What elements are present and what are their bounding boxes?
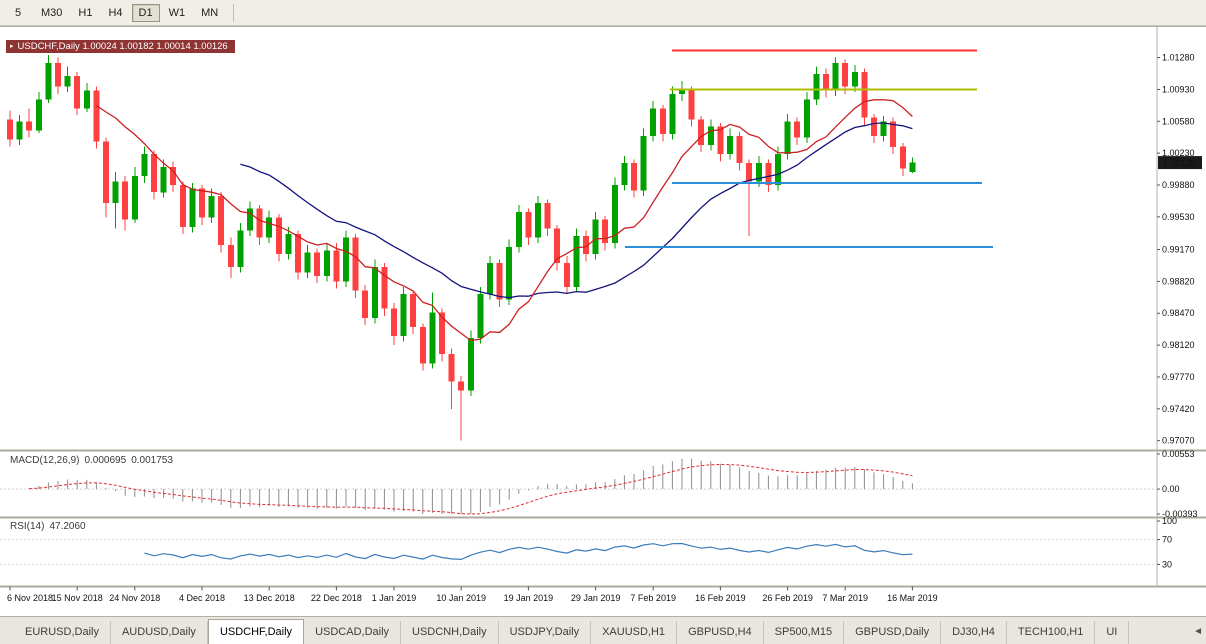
pane-separators [0, 27, 1206, 588]
svg-text:13 Dec 2018: 13 Dec 2018 [244, 593, 295, 603]
tab-dj30-h4[interactable]: DJ30,H4 [941, 621, 1007, 644]
candles-layer [7, 54, 916, 441]
svg-text:0.98470: 0.98470 [1162, 308, 1195, 318]
chart-tabs: EURUSD,Daily AUDUSD,Daily USDCHF,Daily USDC… [0, 616, 1206, 644]
svg-text:0.98120: 0.98120 [1162, 340, 1195, 350]
svg-text:0.00: 0.00 [1162, 484, 1180, 494]
chart-title-text: USDCHF,Daily 1.00024 1.00182 1.00014 1.0… [17, 41, 228, 52]
svg-text:1.00580: 1.00580 [1162, 116, 1195, 126]
svg-text:15 Nov 2018: 15 Nov 2018 [52, 593, 103, 603]
svg-text:4 Dec 2018: 4 Dec 2018 [179, 593, 225, 603]
tabs-scroll-left-button[interactable]: ◄ [1189, 626, 1203, 637]
svg-text:1.00126: 1.00126 [1163, 158, 1196, 168]
price-axis[interactable]: 1.01280 1.00930 1.00580 1.00230 0.99880 0.995… [1157, 53, 1195, 446]
svg-text:0.97070: 0.97070 [1162, 436, 1195, 446]
hlines-layer[interactable] [625, 49, 993, 248]
macd-indicator [0, 458, 1155, 515]
macd-name: MACD(12,26,9) [10, 455, 80, 466]
svg-text:0.00553: 0.00553 [1162, 449, 1195, 459]
macd-signal-value: 0.001753 [131, 455, 173, 466]
tab-sp500-m15[interactable]: SP500,M15 [764, 621, 845, 644]
timeframe-button-W1[interactable]: W1 [168, 6, 186, 19]
macd-value: 0.000695 [84, 455, 127, 466]
svg-text:30: 30 [1162, 559, 1172, 569]
tab-tech100-h1[interactable]: TECH100,H1 [1007, 621, 1096, 644]
svg-text:0.97770: 0.97770 [1162, 372, 1195, 382]
svg-text:16 Mar 2019: 16 Mar 2019 [887, 593, 938, 603]
svg-text:7 Feb 2019: 7 Feb 2019 [630, 593, 676, 603]
svg-text:29 Jan 2019: 29 Jan 2019 [571, 593, 621, 603]
svg-text:16 Feb 2019: 16 Feb 2019 [695, 593, 746, 603]
tab-eurusd-daily[interactable]: EURUSD,Daily [14, 621, 111, 644]
svg-text:0.99170: 0.99170 [1162, 245, 1195, 255]
svg-text:22 Dec 2018: 22 Dec 2018 [311, 593, 362, 603]
tab-usdjpy-daily[interactable]: USDJPY,Daily [499, 621, 592, 644]
timeframe-button-MN[interactable]: MN [201, 6, 219, 19]
svg-text:0.97420: 0.97420 [1162, 404, 1195, 414]
tab-xauusd-h1[interactable]: XAUUSD,H1 [591, 621, 678, 644]
svg-text:1 Jan 2019: 1 Jan 2019 [372, 593, 417, 603]
tab-ui[interactable]: UI [1095, 621, 1130, 644]
svg-text:24 Nov 2018: 24 Nov 2018 [109, 593, 160, 603]
toolbar-separator [233, 3, 235, 22]
rsi-axis: 100 70 30 [1157, 516, 1177, 569]
rsi-line [144, 542, 913, 561]
svg-text:1.01280: 1.01280 [1162, 53, 1195, 63]
ma-slow-line [240, 122, 913, 299]
timeframe-button-5[interactable]: 5 [14, 6, 22, 19]
price-chart-svg[interactable]: 1.01280 1.00930 1.00580 1.00230 0.99880 0.995… [0, 27, 1206, 617]
chart-window[interactable]: 1.01280 1.00930 1.00580 1.00230 0.99880 0.995… [0, 26, 1206, 616]
svg-text:19 Jan 2019: 19 Jan 2019 [504, 593, 554, 603]
macd-label: MACD(12,26,9) 0.000695 0.001753 [10, 455, 173, 466]
svg-text:6 Nov 2018: 6 Nov 2018 [7, 593, 53, 603]
svg-text:70: 70 [1162, 535, 1172, 545]
current-price-badge: 1.00126 [1158, 156, 1202, 170]
svg-text:100: 100 [1162, 516, 1177, 526]
svg-text:10 Jan 2019: 10 Jan 2019 [436, 593, 486, 603]
svg-text:0.99530: 0.99530 [1162, 212, 1195, 222]
chart-title-banner[interactable]: ▸ USDCHF,Daily 1.00024 1.00182 1.00014 1… [6, 40, 235, 53]
tab-audusd-daily[interactable]: AUDUSD,Daily [111, 621, 208, 644]
banner-marker-icon: ▸ [10, 43, 14, 50]
tab-usdcnh-daily[interactable]: USDCNH,Daily [401, 621, 499, 644]
tab-gbpusd-daily[interactable]: GBPUSD,Daily [844, 621, 942, 644]
svg-text:1.00930: 1.00930 [1162, 84, 1195, 94]
rsi-label: RSI(14) 47.2060 [10, 521, 86, 532]
rsi-name: RSI(14) [10, 521, 45, 532]
timeframe-toolbar: 5 M30 H1 H4 D1 W1 MN [0, 0, 1206, 26]
svg-text:1.00230: 1.00230 [1162, 148, 1195, 158]
timeframe-button-M30[interactable]: M30 [41, 6, 63, 19]
svg-text:0.98820: 0.98820 [1162, 276, 1195, 286]
ma-fast-line [96, 99, 913, 342]
timeframe-button-D1[interactable]: D1 [131, 3, 160, 22]
svg-text:26 Feb 2019: 26 Feb 2019 [762, 593, 813, 603]
rsi-indicator [0, 539, 1155, 565]
svg-text:0.99880: 0.99880 [1162, 180, 1195, 190]
rsi-value: 47.2060 [49, 521, 86, 532]
tab-usdchf-daily[interactable]: USDCHF,Daily [207, 619, 305, 644]
svg-text:-0.00393: -0.00393 [1162, 509, 1198, 519]
svg-text:7 Mar 2019: 7 Mar 2019 [822, 593, 868, 603]
macd-axis: 0.00553 0.00 -0.00393 [1157, 449, 1198, 519]
tab-usdcad-daily[interactable]: USDCAD,Daily [304, 621, 402, 644]
tab-gbpusd-h4[interactable]: GBPUSD,H4 [677, 621, 764, 644]
timeframe-button-H4[interactable]: H4 [108, 6, 123, 19]
timeframe-button-H1[interactable]: H1 [78, 6, 93, 19]
